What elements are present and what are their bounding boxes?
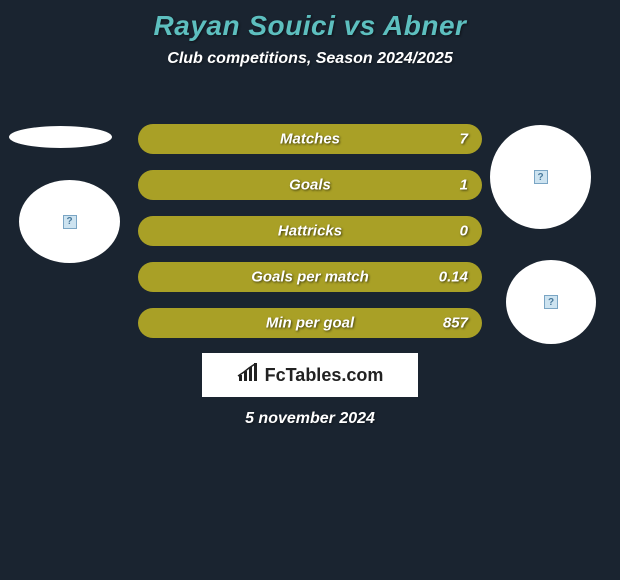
stat-row: Goals 1 bbox=[138, 170, 482, 200]
stat-label: Hattricks bbox=[278, 223, 342, 240]
stat-label: Min per goal bbox=[266, 315, 354, 332]
stat-value: 857 bbox=[443, 315, 468, 332]
stat-value: 7 bbox=[460, 131, 468, 148]
image-placeholder-icon: ? bbox=[544, 295, 558, 309]
stat-row: Matches 7 bbox=[138, 124, 482, 154]
stat-row: Min per goal 857 bbox=[138, 308, 482, 338]
comparison-title: Rayan Souici vs Abner bbox=[0, 10, 620, 42]
image-placeholder-icon: ? bbox=[63, 215, 77, 229]
stat-row: Hattricks 0 bbox=[138, 216, 482, 246]
player-avatar-placeholder: ? bbox=[490, 125, 591, 229]
image-placeholder-icon: ? bbox=[534, 170, 548, 184]
brand-text: FcTables.com bbox=[265, 365, 384, 386]
stat-label: Goals per match bbox=[251, 269, 369, 286]
date-text: 5 november 2024 bbox=[245, 410, 375, 428]
stat-value: 0 bbox=[460, 223, 468, 240]
player-avatar-placeholder: ? bbox=[19, 180, 120, 263]
player-avatar-placeholder: ? bbox=[506, 260, 596, 344]
stat-value: 1 bbox=[460, 177, 468, 194]
stats-container: Matches 7 Goals 1 Hattricks 0 Goals per … bbox=[138, 124, 482, 354]
comparison-subtitle: Club competitions, Season 2024/2025 bbox=[0, 50, 620, 68]
stat-row: Goals per match 0.14 bbox=[138, 262, 482, 292]
brand-box: FcTables.com bbox=[202, 353, 418, 397]
stat-value: 0.14 bbox=[439, 269, 468, 286]
brand-chart-icon bbox=[237, 363, 261, 388]
player-avatar-placeholder bbox=[9, 126, 112, 148]
stat-label: Matches bbox=[280, 131, 340, 148]
stat-label: Goals bbox=[289, 177, 331, 194]
